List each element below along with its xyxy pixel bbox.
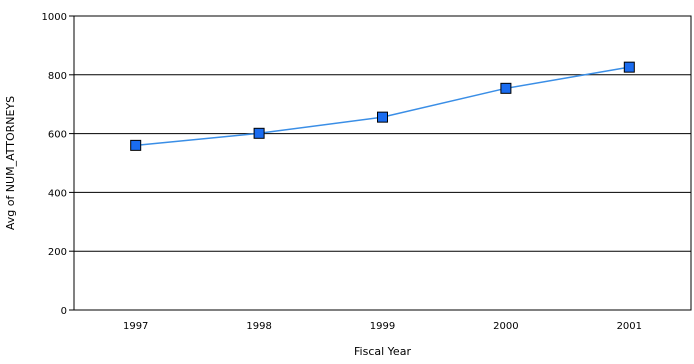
y-tick-label: 1000 bbox=[42, 12, 67, 23]
y-axis-title: Avg of NUM_ATTORNEYS bbox=[4, 96, 17, 230]
series-group bbox=[130, 61, 635, 151]
y-tick-label: 600 bbox=[48, 130, 67, 141]
data-point-2000 bbox=[500, 82, 512, 94]
x-tick-label: 2001 bbox=[617, 321, 642, 332]
data-point-1999 bbox=[377, 111, 388, 123]
x-tick-label: 1999 bbox=[370, 321, 395, 332]
plot-frame bbox=[73, 15, 692, 311]
data-point-2001 bbox=[623, 61, 635, 73]
x-tick-labels: 1997 1998 1999 2000 2001 bbox=[123, 321, 642, 332]
y-tick-label: 0 bbox=[61, 306, 67, 317]
data-point-1998 bbox=[253, 127, 265, 139]
gridlines bbox=[69, 15, 691, 311]
y-tick-label: 800 bbox=[48, 71, 67, 82]
x-axis-title: Fiscal Year bbox=[354, 345, 411, 358]
y-tick-label: 200 bbox=[48, 247, 67, 258]
y-tick-labels: 0 200 400 600 800 1000 bbox=[42, 12, 67, 317]
x-tick-label: 2000 bbox=[493, 321, 518, 332]
data-point-1997 bbox=[130, 139, 142, 151]
x-tick-label: 1998 bbox=[246, 321, 271, 332]
x-tick-label: 1997 bbox=[123, 321, 148, 332]
y-tick-label: 400 bbox=[48, 188, 67, 199]
